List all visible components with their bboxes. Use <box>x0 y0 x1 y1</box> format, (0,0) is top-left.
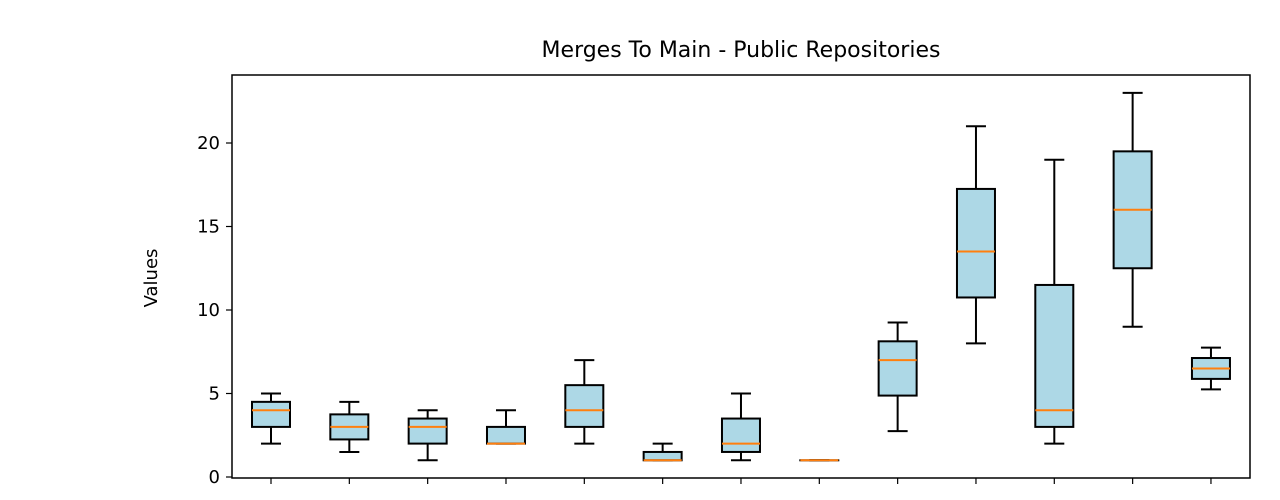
y-tick-label: 0 <box>209 467 220 488</box>
box-5 <box>564 359 605 445</box>
box-1 <box>251 392 291 445</box>
boxes <box>251 91 1231 462</box>
iqr-box <box>564 384 605 428</box>
x-axis <box>270 478 1212 484</box>
box-2 <box>329 400 370 453</box>
y-tick-label: 20 <box>197 133 220 154</box>
iqr-box <box>720 417 761 453</box>
box-10 <box>955 125 996 345</box>
iqr-box <box>877 340 918 397</box>
box-12 <box>1112 91 1153 328</box>
iqr-box <box>642 450 683 462</box>
iqr-box <box>407 417 448 445</box>
iqr-box <box>955 187 996 299</box>
box-7 <box>720 392 761 462</box>
box-13 <box>1190 346 1231 391</box>
iqr-box <box>251 400 291 428</box>
box-4 <box>485 409 526 445</box>
y-axis-label: Values <box>141 249 162 308</box>
box-3 <box>407 409 448 462</box>
y-tick-label: 10 <box>197 300 220 321</box>
y-axis: 0 5 10 15 20 <box>197 133 232 488</box>
box-11 <box>1034 158 1075 445</box>
y-tick-label: 5 <box>209 384 220 405</box>
box-9 <box>877 321 918 433</box>
box-6 <box>642 442 683 462</box>
iqr-box <box>485 425 526 445</box>
chart-title: Merges To Main - Public Repositories <box>542 38 941 63</box>
plot-frame <box>231 74 1251 479</box>
y-tick-label: 15 <box>197 217 220 238</box>
iqr-box <box>1034 283 1075 428</box>
